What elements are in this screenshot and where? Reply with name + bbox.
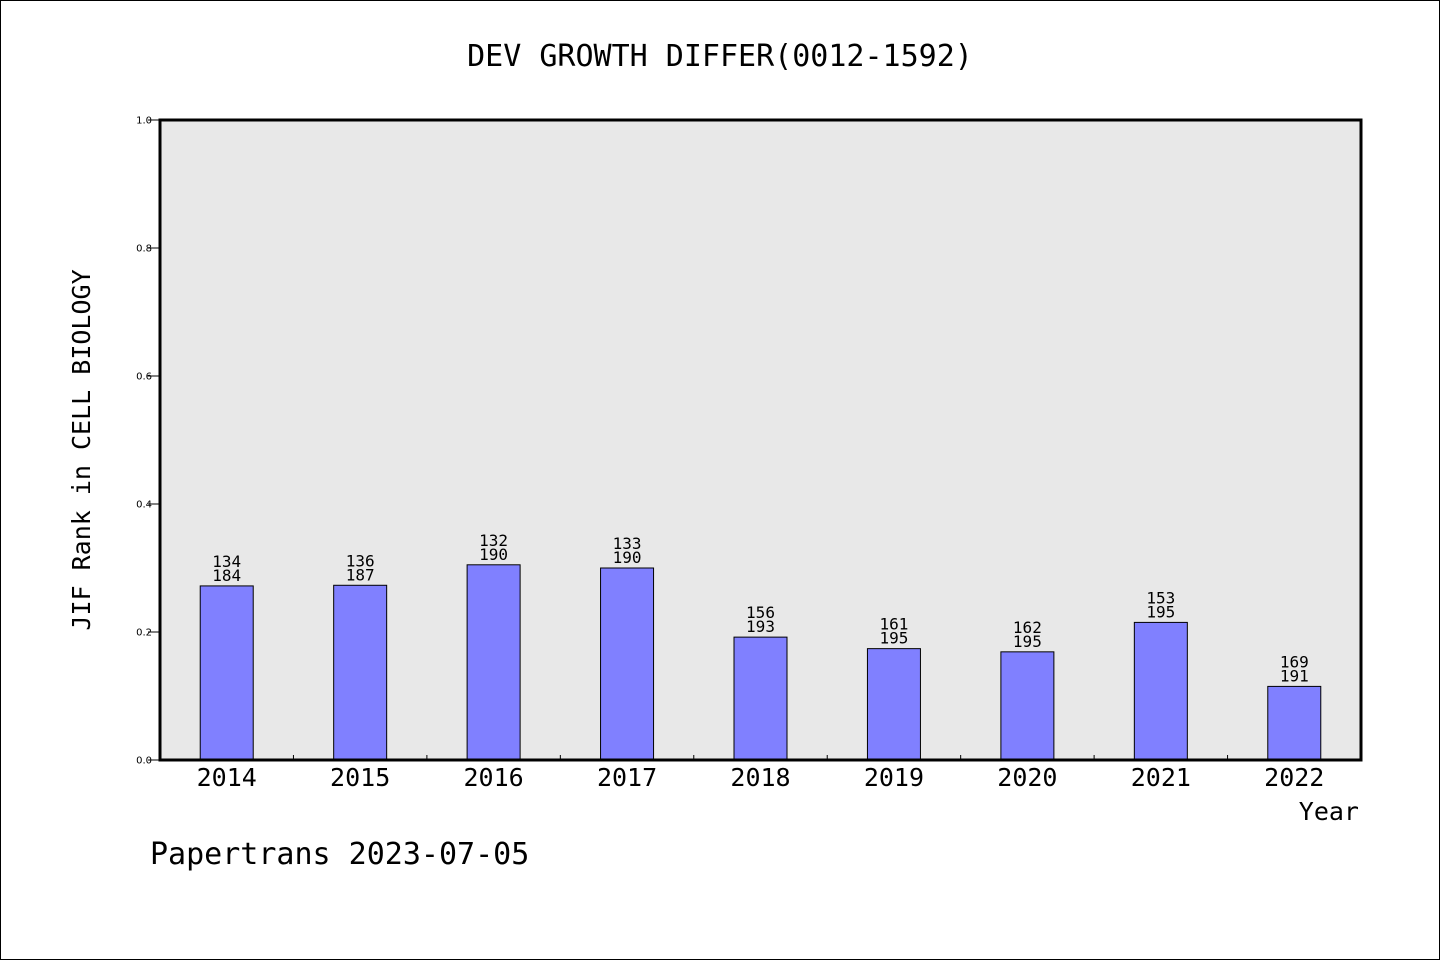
y-axis-title: JIF Rank in CELL BIOLOGY: [67, 269, 96, 630]
bar-2018: [733, 636, 788, 761]
x-tick-label: 2020: [997, 763, 1057, 792]
bar-total-label: 187: [346, 565, 375, 584]
bar-rank-label: 162: [1013, 618, 1042, 637]
bar-rank-label: 133: [613, 534, 642, 553]
x-tick-label: 2021: [1131, 763, 1191, 792]
bar-2015: [333, 584, 388, 761]
chart-title: DEV GROWTH DIFFER(0012-1592): [467, 39, 973, 74]
y-tick-label: 0.0: [136, 756, 152, 767]
y-tick-label: 0.2: [136, 628, 152, 639]
bar-2019: [866, 648, 921, 761]
bar-total-label: 195: [1146, 602, 1175, 621]
bar-rank-label: 161: [879, 615, 908, 634]
plot-border: [158, 118, 1363, 762]
bar-total-label: 193: [746, 617, 775, 636]
y-tick-label: 0.6: [136, 372, 152, 383]
x-tick-label: 2018: [730, 763, 790, 792]
bar-total-label: 184: [212, 566, 241, 585]
x-tick-label: 2022: [1264, 763, 1324, 792]
bar-rank-label: 132: [479, 531, 508, 550]
bar-2017: [600, 567, 655, 761]
bar-rank-label: 156: [746, 603, 775, 622]
bar-total-label: 195: [879, 629, 908, 648]
bar-total-label: 191: [1280, 666, 1309, 685]
x-tick-label: 2019: [864, 763, 924, 792]
y-tick-label: 1.0: [136, 116, 152, 127]
bar-rank-label: 153: [1146, 588, 1175, 607]
bar-total-label: 190: [613, 548, 642, 567]
footer-credit: Papertrans 2023-07-05: [150, 837, 529, 872]
bars-layer: [199, 564, 1322, 761]
x-axis: 2014 2015 2016 2017 2018 2019 2020 2021 2022: [197, 755, 1324, 792]
bar-2016: [466, 564, 521, 761]
x-tick-label: 2017: [597, 763, 657, 792]
bar-2014: [199, 585, 254, 761]
bar-total-label: 195: [1013, 632, 1042, 651]
x-tick-label: 2015: [330, 763, 390, 792]
bar-rank-label: 136: [346, 551, 375, 570]
x-tick-label: 2014: [197, 763, 257, 792]
bar-2022: [1267, 685, 1322, 761]
bar-total-label: 190: [479, 545, 508, 564]
bar-rank-label: 169: [1280, 652, 1309, 671]
y-axis: 0.0 0.2 0.4 0.6 0.8 1.0: [136, 116, 160, 767]
x-tick-label: 2016: [464, 763, 524, 792]
x-axis-title: Year: [1299, 797, 1359, 826]
y-tick-label: 0.4: [136, 500, 152, 511]
bar-rank-label: 134: [212, 552, 241, 571]
bar-2020: [1000, 651, 1055, 761]
y-tick-label: 0.8: [136, 244, 152, 255]
bar-2021: [1133, 621, 1188, 761]
